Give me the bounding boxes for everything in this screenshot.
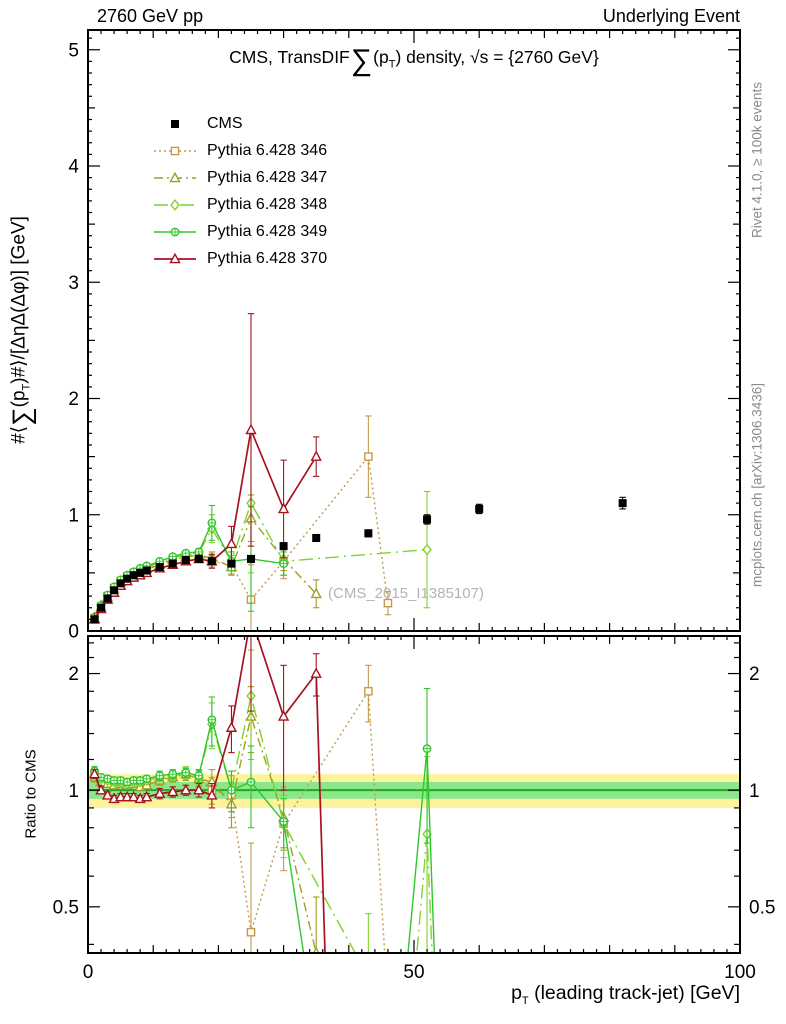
legend-label: Pythia 6.428 346 xyxy=(207,141,328,159)
svg-text:50: 50 xyxy=(403,962,424,983)
svg-text:100: 100 xyxy=(724,962,756,983)
svg-text:3: 3 xyxy=(68,273,79,294)
legend-item-pythia-346: Pythia 6.428 346 xyxy=(152,137,327,164)
svg-text:2: 2 xyxy=(68,389,79,410)
x-axis-title-text: p xyxy=(511,982,522,1004)
x-axis-title-subscript: T xyxy=(521,994,529,1007)
svg-text:5: 5 xyxy=(68,40,79,61)
svg-text:0.5: 0.5 xyxy=(53,897,79,918)
x-axis-title: pT (leading track-jet) [GeV] xyxy=(88,982,740,1007)
plot-title-text: CMS, TransDIF xyxy=(229,47,350,67)
rivet-version-label: Rivet 4.1.0, ≥ 100k events xyxy=(749,82,765,238)
svg-text:1: 1 xyxy=(68,505,79,526)
legend-label: Pythia 6.428 347 xyxy=(207,168,328,186)
pythia-349-marker-icon xyxy=(152,224,198,240)
sigma-symbol: ∑ xyxy=(6,407,37,426)
legend-item-pythia-370: Pythia 6.428 370 xyxy=(152,245,327,272)
legend-item-cms: CMS xyxy=(152,110,327,137)
plot-title-text: ) density, √s = {2760 GeV} xyxy=(395,47,599,67)
legend-label: Pythia 6.428 349 xyxy=(207,222,328,240)
svg-text:0: 0 xyxy=(83,962,94,983)
svg-text:1: 1 xyxy=(749,781,760,802)
sigma-symbol: ∑ xyxy=(350,44,373,77)
plot-title-subscript: T xyxy=(388,58,396,71)
y-axis-title-text: )#⟩/[ΔηΔ(Δφ)] [GeV] xyxy=(8,216,30,384)
svg-text:0.5: 0.5 xyxy=(749,897,775,918)
svg-text:2: 2 xyxy=(68,664,79,685)
legend-item-pythia-347: Pythia 6.428 347 xyxy=(152,164,327,191)
beam-energy-label: 2760 GeV pp xyxy=(97,6,204,26)
plot-title-text: (p xyxy=(373,47,389,67)
svg-text:4: 4 xyxy=(68,157,79,178)
pythia-370-marker-icon xyxy=(152,251,198,267)
svg-text:2: 2 xyxy=(749,664,760,685)
plot-title: CMS, TransDIF∑(pT) density, √s = {2760 G… xyxy=(88,44,740,78)
legend: CMS Pythia 6.428 346 Pythia 6.428 347 Py… xyxy=(152,110,327,272)
legend-label: Pythia 6.428 370 xyxy=(207,249,328,267)
y-axis-title-text: #⟨ xyxy=(8,425,30,444)
ratio-y-axis-title: Ratio to CMS xyxy=(22,749,40,839)
x-axis-title-text: (leading track-jet) [GeV] xyxy=(528,982,740,1004)
svg-text:1: 1 xyxy=(68,781,79,802)
svg-text:0: 0 xyxy=(68,622,79,643)
main-y-axis-title: #⟨∑(pT)#⟩/[ΔηΔ(Δφ)] [GeV] xyxy=(7,216,38,444)
pythia-347-marker-icon xyxy=(152,170,198,186)
y-axis-title-subscript: T xyxy=(20,383,33,391)
legend-item-pythia-348: Pythia 6.428 348 xyxy=(152,191,327,218)
pythia-348-marker-icon xyxy=(152,197,198,213)
y-axis-title-text: (p xyxy=(8,390,30,408)
cms-marker-icon xyxy=(152,116,198,132)
legend-item-pythia-349: Pythia 6.428 349 xyxy=(152,218,327,245)
analysis-id-watermark: (CMS_2015_I1385107) xyxy=(328,585,484,602)
mcplots-reference-label: mcplots.cern.ch [arXiv:1306.3436] xyxy=(749,382,765,588)
legend-label: Pythia 6.428 348 xyxy=(207,195,328,213)
pythia-346-marker-icon xyxy=(152,143,198,159)
legend-label: CMS xyxy=(207,114,243,132)
analysis-group-label: Underlying Event xyxy=(602,6,740,26)
